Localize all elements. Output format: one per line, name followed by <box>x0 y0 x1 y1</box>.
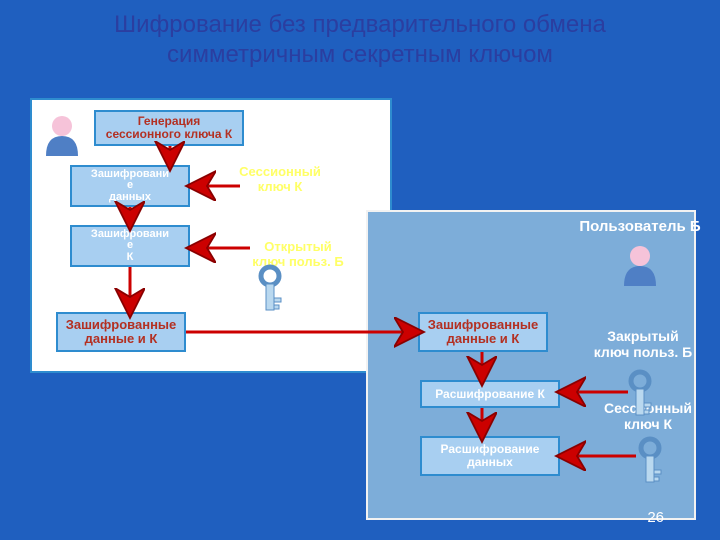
user-icon <box>624 246 656 286</box>
key-icon <box>631 372 651 415</box>
key-icon <box>261 267 281 310</box>
key-icon <box>641 439 661 482</box>
user-icon <box>46 116 78 156</box>
overlay-svg <box>0 0 720 540</box>
page-number: 26 <box>647 509 664 526</box>
